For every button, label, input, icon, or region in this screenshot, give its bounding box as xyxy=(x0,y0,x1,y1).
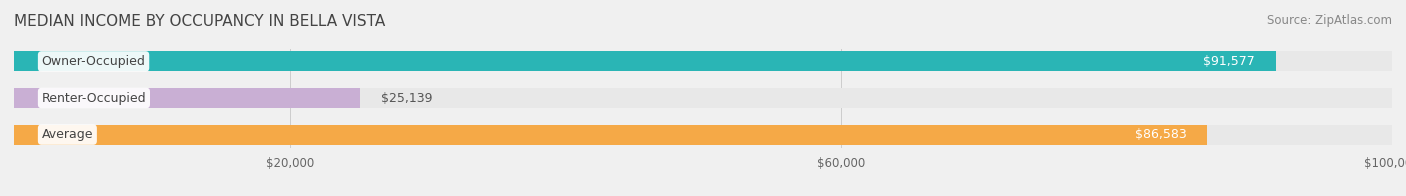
Bar xyxy=(14,88,1392,108)
Text: $86,583: $86,583 xyxy=(1135,128,1187,141)
Bar xyxy=(14,124,1392,145)
Text: $25,139: $25,139 xyxy=(381,92,433,104)
Bar xyxy=(14,124,1208,145)
Bar xyxy=(14,88,360,108)
Text: Owner-Occupied: Owner-Occupied xyxy=(42,55,145,68)
Bar xyxy=(14,51,1275,72)
Text: $91,577: $91,577 xyxy=(1204,55,1256,68)
Bar xyxy=(14,51,1392,72)
Text: Average: Average xyxy=(42,128,93,141)
Text: MEDIAN INCOME BY OCCUPANCY IN BELLA VISTA: MEDIAN INCOME BY OCCUPANCY IN BELLA VIST… xyxy=(14,14,385,29)
Text: Source: ZipAtlas.com: Source: ZipAtlas.com xyxy=(1267,14,1392,27)
Text: Renter-Occupied: Renter-Occupied xyxy=(42,92,146,104)
